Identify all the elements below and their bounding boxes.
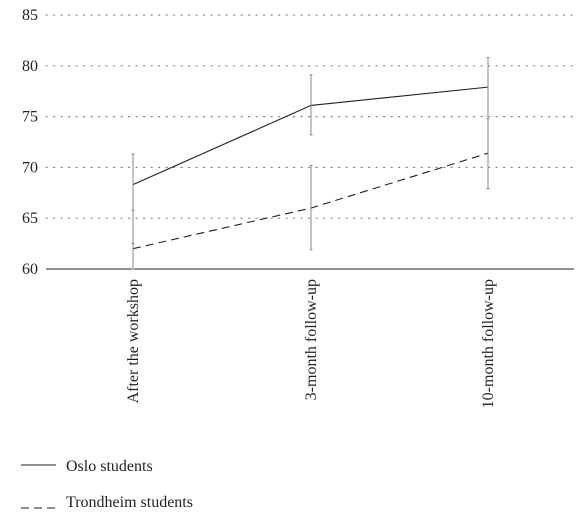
x-category-label: 3-month follow-up (303, 279, 320, 400)
y-tick-label: 60 (22, 261, 38, 278)
legend-label-oslo: Oslo students (66, 458, 153, 475)
series (131, 57, 490, 270)
y-tick-label: 65 (22, 210, 38, 227)
x-category-label: 10-month follow-up (480, 279, 497, 408)
legend-label-trondheim: Trondheim students (66, 494, 193, 511)
y-tick-labels: 60 65 70 75 80 85 (22, 7, 38, 278)
y-tick-label: 85 (22, 7, 38, 24)
y-tick-label: 75 (22, 109, 38, 126)
y-tick-label: 80 (22, 58, 38, 75)
series-trondheim (131, 118, 490, 270)
x-category-labels: After the workshop 3-month follow-up 10-… (125, 279, 497, 408)
x-category-label: After the workshop (125, 279, 142, 403)
legend: Oslo students Trondheim students (21, 458, 193, 511)
y-tick-label: 70 (22, 159, 38, 176)
gridlines (45, 14, 575, 219)
